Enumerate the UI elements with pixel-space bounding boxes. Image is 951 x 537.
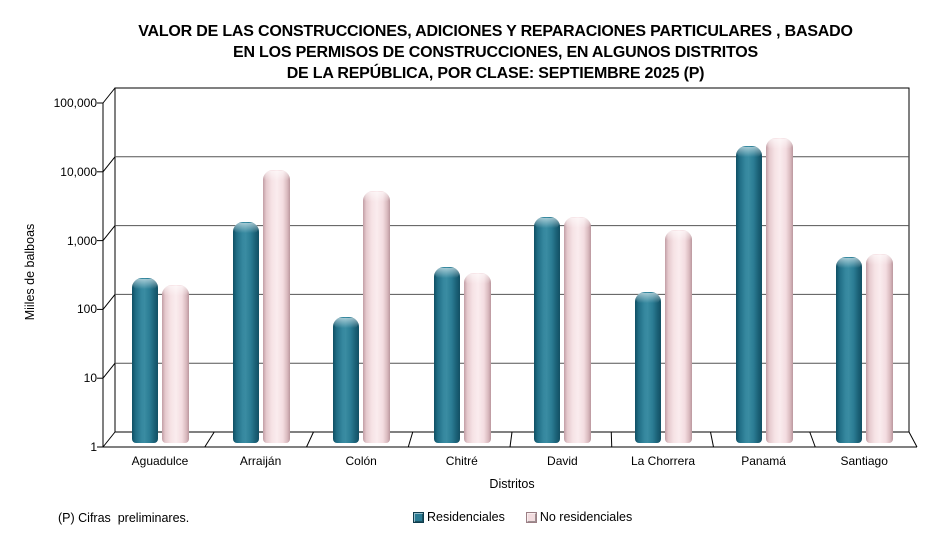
- x-label-la-chorrera: La Chorrera: [630, 454, 696, 468]
- bar-no-residenciales-aguadulce: [162, 285, 189, 443]
- legend-item-residenciales: Residenciales: [413, 510, 505, 524]
- legend-key-residenciales-icon: [413, 511, 424, 523]
- legend: Residenciales No residenciales: [413, 510, 632, 524]
- bar-no-residenciales-panama: [765, 138, 793, 443]
- bar-residenciales-panama: [735, 146, 762, 443]
- bar-no-residenciales-chitre: [463, 272, 491, 443]
- bar-cap-highlight: [867, 255, 893, 266]
- category-separator: [407, 431, 414, 448]
- y-tick-label-100,000: 100,000: [53, 96, 97, 110]
- side-wall-edge: [102, 431, 116, 448]
- legend-item-no-residenciales: No residenciales: [525, 510, 633, 524]
- side-wall-edge: [102, 225, 116, 241]
- bar-no-residenciales-la-chorrera: [665, 229, 692, 443]
- bar-residenciales-santiago: [836, 257, 863, 443]
- bar-cap-highlight: [636, 293, 660, 304]
- category-separator: [710, 431, 714, 448]
- side-wall-edge: [102, 294, 116, 310]
- y-tick-label-10: 10: [83, 371, 97, 386]
- x-label-santiago: Santiago: [840, 454, 888, 468]
- x-label-david: David: [547, 454, 578, 468]
- x-label-colon: Colón: [345, 454, 377, 468]
- footnote: (P) Cifras preliminares.: [58, 511, 190, 525]
- bar-cap-highlight: [334, 318, 359, 329]
- chart-title: VALOR DE LAS CONSTRUCCIONES, ADICIONES Y…: [40, 21, 951, 84]
- bar-cap-highlight: [736, 147, 761, 158]
- bar-cap-highlight: [364, 192, 390, 202]
- y-tick-label-1,000: 1,000: [66, 233, 97, 248]
- bar-cap-highlight: [565, 217, 591, 228]
- bar-cap-highlight: [233, 222, 258, 233]
- legend-key-no-residenciales-icon: [525, 511, 537, 523]
- bar-cap-highlight: [837, 258, 862, 269]
- legend-label-no-residenciales: No residenciales: [539, 510, 633, 524]
- bar-cap-highlight: [666, 230, 691, 241]
- bar-cap-highlight: [263, 171, 289, 182]
- category-separator: [809, 431, 816, 448]
- y-tick-label-10,000: 10,000: [60, 164, 97, 179]
- bar-no-residenciales-colon: [363, 191, 391, 443]
- chart-title-line1: VALOR DE LAS CONSTRUCCIONES, ADICIONES Y…: [138, 23, 853, 40]
- bar-no-residenciales-david: [564, 216, 592, 443]
- bar-cap-highlight: [535, 218, 560, 229]
- x-label-arraijan: Arraiján: [239, 454, 282, 468]
- bar-cap-highlight: [133, 279, 157, 290]
- bar-residenciales-arraijan: [232, 221, 259, 443]
- chart-title-line2: EN LOS PERMISOS DE CONSTRUCCIONES, EN AL…: [232, 44, 759, 61]
- floor-right-edge: [908, 431, 918, 448]
- bar-residenciales-aguadulce: [132, 278, 158, 443]
- bar-residenciales-david: [534, 217, 561, 443]
- legend-label-residenciales: Residenciales: [427, 510, 505, 524]
- x-label-panama: Panamá: [741, 454, 786, 468]
- chart-title-line3: DE LA REPÚBLICA, POR CLASE: SEPTIEMBRE 2…: [286, 65, 705, 82]
- bar-residenciales-la-chorrera: [635, 292, 661, 443]
- category-separator: [509, 431, 513, 448]
- y-tick-label-1: 1: [90, 440, 97, 454]
- side-wall-edge: [102, 362, 116, 379]
- category-separator: [204, 431, 215, 448]
- side-wall-edge: [102, 156, 116, 173]
- bar-cap-highlight: [766, 139, 792, 150]
- category-separator: [306, 431, 314, 448]
- x-label-aguadulce: Aguadulce: [131, 454, 189, 468]
- x-axis-title: Distritos: [489, 477, 535, 491]
- bar-residenciales-colon: [333, 317, 360, 443]
- x-label-chitre: Chitré: [445, 454, 478, 468]
- bar-no-residenciales-arraijan: [262, 170, 290, 443]
- category-separator: [610, 431, 613, 448]
- side-wall-edge: [102, 87, 116, 104]
- bar-residenciales-chitre: [433, 267, 460, 443]
- y-tick-label-100: 100: [76, 302, 97, 317]
- bar-cap-highlight: [434, 268, 459, 279]
- bar-cap-highlight: [464, 273, 490, 284]
- bar-cap-highlight: [163, 286, 188, 297]
- bar-no-residenciales-santiago: [866, 254, 894, 443]
